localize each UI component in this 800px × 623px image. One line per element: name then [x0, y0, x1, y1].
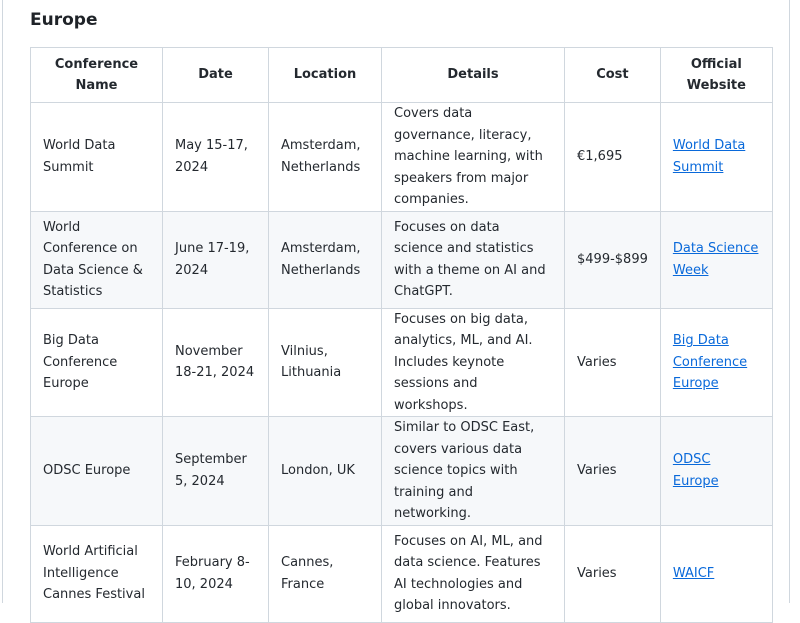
header-cost: Cost — [564, 47, 661, 103]
cell-location: London, UK — [268, 416, 382, 526]
cell-date: November 18-21, 2024 — [162, 307, 269, 417]
table-header-row: Conference Name Date Location Details Co… — [30, 47, 773, 103]
cell-date: May 15-17, 2024 — [162, 102, 269, 212]
cell-cost: $499-$899 — [564, 210, 661, 309]
cell-location: Amsterdam, Netherlands — [268, 102, 382, 212]
table-row: World Data Summit May 15-17, 2024 Amsterda… — [30, 102, 773, 212]
table-row: ODSC Europe September 5, 2024 London, UK Si… — [30, 416, 773, 526]
cell-cost: Varies — [564, 524, 661, 623]
cell-date: February 8-10, 2024 — [162, 524, 269, 623]
website-link[interactable]: Data Science Week — [672, 241, 759, 278]
header-date: Date — [162, 47, 269, 103]
website-link[interactable]: Big Data Conference Europe — [672, 333, 748, 391]
cell-details: Focuses on big data, analytics, ML, and … — [381, 307, 565, 417]
section-title: Europe — [30, 10, 98, 30]
cell-name: World Conference on Data Science & Stati… — [30, 210, 163, 309]
table-row: World Artificial Intelligence Cannes Fes… — [30, 524, 773, 623]
website-link[interactable]: World Data Summit — [672, 138, 746, 175]
cell-website: ODSC Europe — [659, 416, 773, 526]
header-details: Details — [381, 47, 565, 103]
cell-name: ODSC Europe — [30, 416, 163, 526]
website-link[interactable]: ODSC Europe — [672, 452, 719, 489]
cell-details: Focuses on data science and statistics w… — [381, 210, 565, 309]
cell-date: September 5, 2024 — [162, 416, 269, 526]
cell-location: Amsterdam, Netherlands — [268, 210, 382, 309]
cell-date: June 17-19, 2024 — [162, 210, 269, 309]
cell-name: World Data Summit — [30, 102, 163, 212]
cell-website: Big Data Conference Europe — [659, 307, 773, 417]
cell-name: Big Data Conference Europe — [30, 307, 163, 417]
cell-name: World Artificial Intelligence Cannes Fes… — [30, 524, 163, 623]
cell-details: Similar to ODSC East, covers various dat… — [381, 416, 565, 526]
cell-location: Cannes, France — [268, 524, 382, 623]
header-name: Conference Name — [30, 47, 163, 103]
cell-website: WAICF — [659, 524, 773, 623]
cell-website: World Data Summit — [659, 102, 773, 212]
conference-table: Conference Name Date Location Details Co… — [30, 47, 773, 623]
header-location: Location — [268, 47, 382, 103]
cell-details: Covers data governance, literacy, machin… — [381, 102, 565, 212]
table-row: Big Data Conference Europe November 18-21… — [30, 307, 773, 417]
cell-location: Vilnius, Lithuania — [268, 307, 382, 417]
content-frame — [2, 0, 790, 603]
table-row: World Conference on Data Science & Stati… — [30, 210, 773, 309]
cell-website: Data Science Week — [659, 210, 773, 309]
cell-details: Focuses on AI, ML, and data science. Fea… — [381, 524, 565, 623]
cell-cost: Varies — [564, 416, 661, 526]
website-link[interactable]: WAICF — [672, 565, 715, 581]
cell-cost: Varies — [564, 307, 661, 417]
cell-cost: €1,695 — [564, 102, 661, 212]
header-website: Official Website — [659, 47, 773, 103]
